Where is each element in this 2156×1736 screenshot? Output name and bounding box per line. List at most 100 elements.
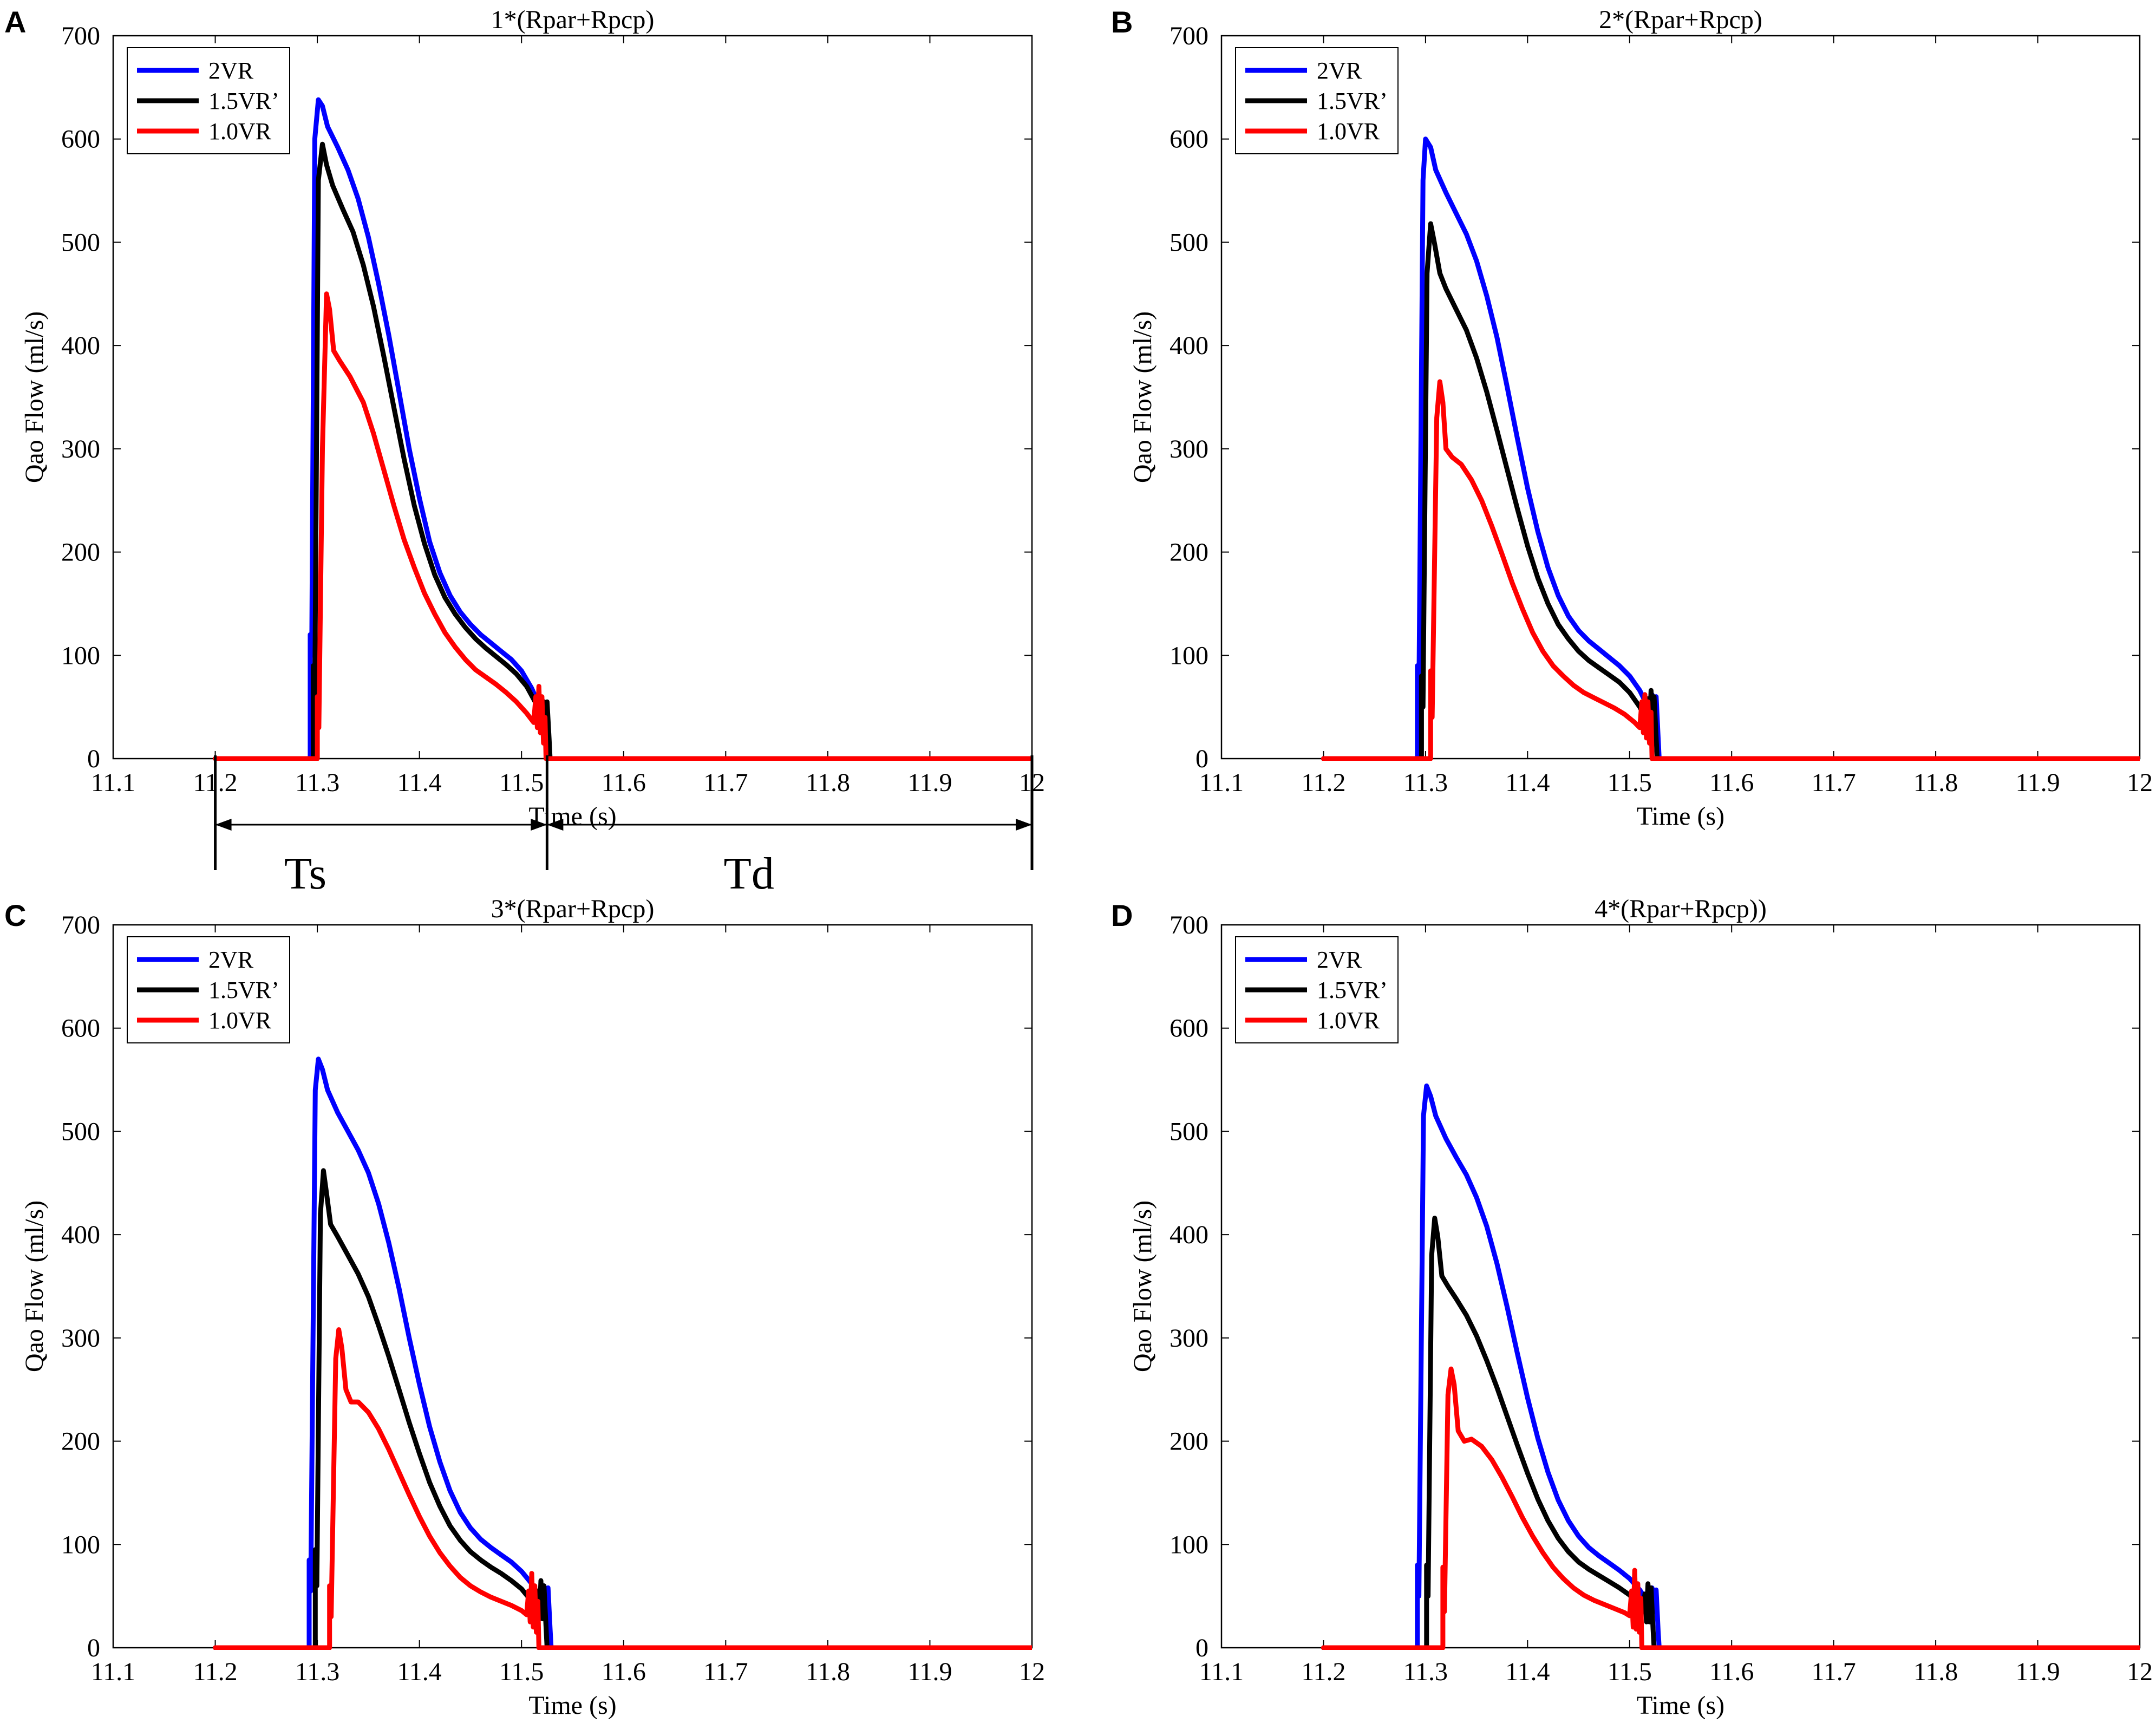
- x-tick-label: 11.8: [806, 1657, 850, 1686]
- y-tick-label: 300: [1170, 435, 1208, 464]
- legend-entry: 2VR: [1317, 947, 1362, 973]
- y-tick-label: 700: [61, 911, 100, 939]
- legend-entry: 2VR: [208, 947, 254, 973]
- x-tick-label: 11.3: [295, 768, 339, 797]
- y-tick-label: 700: [61, 22, 100, 50]
- y-tick-label: 300: [61, 1324, 100, 1353]
- y-tick-label: 500: [61, 1117, 100, 1146]
- x-tick-label: 11.3: [1403, 1657, 1448, 1686]
- x-tick-label: 11.1: [91, 768, 135, 797]
- phase-arrowhead-left: [547, 819, 564, 831]
- y-tick-label: 200: [1170, 538, 1208, 567]
- series-line-15vr: [1321, 1216, 2140, 1650]
- legend-entry: 1.5VR’: [208, 88, 279, 114]
- legend-entry: 1.5VR’: [208, 977, 279, 1003]
- x-tick-label: 11.4: [397, 1657, 442, 1686]
- plot-area: [1220, 924, 2141, 1649]
- legend-entry: 2VR: [208, 57, 254, 84]
- y-tick-label: 100: [1170, 1530, 1208, 1559]
- x-tick-label: 11.7: [703, 768, 748, 797]
- y-tick-label: 600: [1170, 1014, 1208, 1043]
- series-line-10vr: [1321, 379, 2140, 761]
- chart-panel-d: D 4*(Rpar+Rpcp)) 11.1 11.2 11.3 11.4 11.5 11.6 1…: [1111, 895, 2153, 1720]
- x-tick-label: 11.6: [1709, 1657, 1754, 1686]
- x-tick-label: 12: [2127, 1657, 2153, 1686]
- phase-arrowhead-right: [1016, 819, 1032, 831]
- plot-area: [112, 924, 1033, 1649]
- panel-letter: C: [4, 898, 26, 932]
- td-label: Td: [724, 849, 774, 899]
- plot-area: [1220, 35, 2141, 760]
- x-tick-label: 11.8: [1913, 1657, 1958, 1686]
- panel-letter: D: [1111, 898, 1133, 932]
- legend-entry: 1.5VR’: [1317, 977, 1388, 1003]
- y-tick-label: 0: [87, 1634, 100, 1662]
- x-tick-label: 11.1: [1199, 1657, 1244, 1686]
- chart-title: 1*(Rpar+Rpcp): [491, 5, 655, 34]
- x-tick-label: 11.5: [1608, 1657, 1652, 1686]
- chart-panel-a: A 1*(Rpar+Rpcp)11.1 11.2 11.3 11.4 11.5 11.6 11…: [4, 5, 1045, 899]
- chart-panel-b: B 2*(Rpar+Rpcp) 11.1 11.2 11.3 11.4 11.5 11.6 11…: [1111, 5, 2153, 831]
- x-tick-label: 11.6: [1709, 768, 1754, 797]
- y-tick-label: 200: [1170, 1427, 1208, 1456]
- x-tick-label: 11.7: [703, 1657, 748, 1686]
- x-tick-label: 11.5: [499, 768, 544, 797]
- y-axis-label: Qao Flow (ml/s): [1128, 1200, 1157, 1372]
- x-tick-label: 11.5: [499, 1657, 544, 1686]
- y-tick-label: 500: [61, 228, 100, 257]
- legend-entry: 1.0VR: [1317, 1007, 1380, 1034]
- legend-entry: 1.0VR: [208, 1007, 272, 1034]
- chart-title: 2*(Rpar+Rpcp): [1599, 5, 1762, 34]
- y-tick-label: 500: [1170, 228, 1208, 257]
- legend-entry: 1.0VR: [1317, 118, 1380, 145]
- plot-area: [112, 35, 1033, 760]
- phase-arrowhead-right: [531, 819, 547, 831]
- x-tick-label: 11.2: [1301, 768, 1345, 797]
- chart-panel-c: C 3*(Rpar+Rpcp) 11.1 11.2 11.3 11.4 11.5 11.6 11…: [4, 895, 1045, 1720]
- y-tick-label: 100: [1170, 641, 1208, 670]
- x-tick-label: 11.9: [2015, 768, 2060, 797]
- x-tick-label: 11.6: [602, 1657, 646, 1686]
- phase-arrowhead-left: [215, 819, 232, 831]
- y-tick-label: 0: [87, 745, 100, 773]
- x-tick-label: 11.7: [1812, 1657, 1856, 1686]
- series-line-10vr: [213, 1327, 1032, 1650]
- x-tick-label: 11.9: [2015, 1657, 2060, 1686]
- x-tick-label: 11.6: [602, 768, 646, 797]
- x-tick-label: 11.4: [397, 768, 442, 797]
- series-line-10vr: [1321, 1366, 2140, 1650]
- x-tick-label: 11.8: [1913, 768, 1958, 797]
- y-tick-label: 300: [1170, 1324, 1208, 1353]
- panel-letter: A: [4, 5, 26, 39]
- x-axis-label: Time (s): [1637, 1691, 1724, 1720]
- y-tick-label: 0: [1195, 745, 1208, 773]
- y-tick-label: 700: [1170, 22, 1208, 50]
- x-axis-label: Time (s): [1637, 802, 1724, 831]
- y-tick-label: 200: [61, 1427, 100, 1456]
- x-tick-label: 11.1: [1199, 768, 1244, 797]
- y-tick-label: 400: [1170, 331, 1208, 360]
- x-tick-label: 11.2: [1301, 1657, 1345, 1686]
- x-tick-label: 12: [1019, 1657, 1045, 1686]
- legend-entry: 2VR: [1317, 57, 1362, 84]
- x-tick-label: 11.8: [806, 768, 850, 797]
- chart-title: 4*(Rpar+Rpcp)): [1595, 895, 1767, 923]
- chart-title: 3*(Rpar+Rpcp): [491, 895, 655, 923]
- y-tick-label: 100: [61, 1530, 100, 1559]
- x-axis-label: Time (s): [528, 1691, 616, 1720]
- y-tick-label: 500: [1170, 1117, 1208, 1146]
- x-tick-label: 11.7: [1812, 768, 1856, 797]
- x-tick-label: 11.3: [1403, 768, 1448, 797]
- legend-entry: 1.0VR: [208, 118, 272, 145]
- y-tick-label: 400: [61, 1221, 100, 1249]
- y-axis-label: Qao Flow (ml/s): [20, 1200, 49, 1372]
- x-tick-label: 11.4: [1505, 768, 1550, 797]
- legend-entry: 1.5VR’: [1317, 88, 1388, 114]
- y-tick-label: 700: [1170, 911, 1208, 939]
- x-tick-label: 11.3: [295, 1657, 339, 1686]
- y-tick-label: 400: [61, 331, 100, 360]
- phase-annotation: Ts Td: [214, 755, 1034, 899]
- x-tick-label: 11.2: [193, 1657, 237, 1686]
- y-tick-label: 200: [61, 538, 100, 567]
